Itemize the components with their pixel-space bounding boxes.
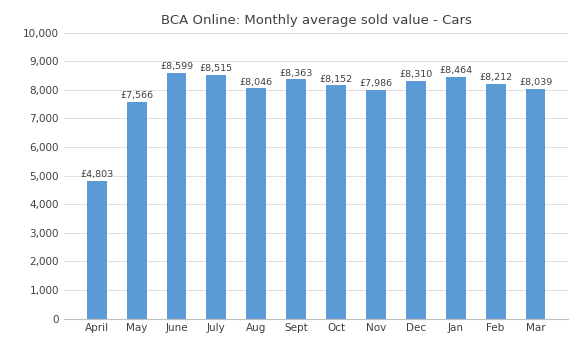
Text: £8,212: £8,212 [479, 73, 512, 82]
Text: £8,046: £8,046 [240, 78, 273, 87]
Text: £8,310: £8,310 [399, 70, 433, 79]
Title: BCA Online: Monthly average sold value - Cars: BCA Online: Monthly average sold value -… [161, 14, 472, 27]
Bar [206, 75, 226, 319]
Text: £8,152: £8,152 [320, 75, 353, 84]
Bar [126, 102, 147, 319]
Text: £7,986: £7,986 [360, 80, 393, 88]
Bar [366, 90, 386, 319]
Bar [525, 89, 545, 319]
Bar [87, 181, 107, 319]
Bar [485, 84, 506, 319]
Bar [446, 76, 466, 319]
Bar [166, 73, 186, 319]
Text: £8,039: £8,039 [519, 78, 552, 87]
Text: £8,464: £8,464 [439, 66, 472, 75]
Text: £4,803: £4,803 [80, 171, 113, 180]
Bar [246, 88, 266, 319]
Text: £8,515: £8,515 [200, 64, 233, 73]
Text: £8,363: £8,363 [280, 69, 313, 78]
Bar [286, 79, 306, 319]
Bar [326, 85, 346, 319]
Text: £7,566: £7,566 [120, 92, 153, 101]
Bar [406, 81, 426, 319]
Text: £8,599: £8,599 [160, 62, 193, 71]
